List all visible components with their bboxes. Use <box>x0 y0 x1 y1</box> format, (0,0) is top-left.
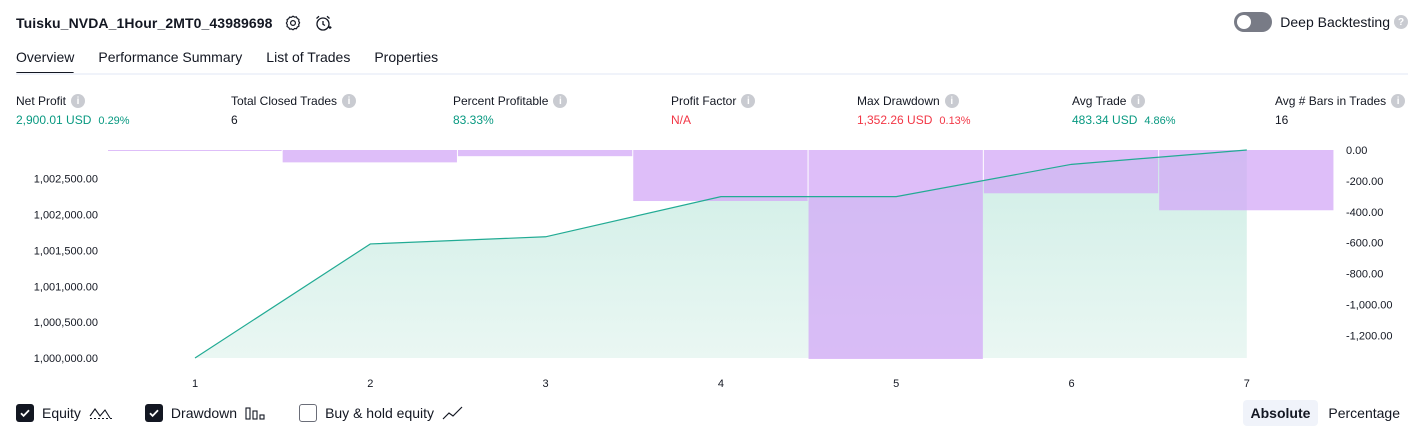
drawdown-bar <box>282 150 457 163</box>
drawdown-bar <box>633 150 808 202</box>
metric-label: Avg # Bars in Trades <box>1275 94 1387 108</box>
checkbox-checked-icon[interactable] <box>16 404 34 422</box>
metric-max-drawdown: Max Drawdown i 1,352.26 USD 0.13% <box>857 93 971 127</box>
legend-equity[interactable]: Equity <box>16 404 113 422</box>
right-axis-tick-label: -400.00 <box>1346 207 1383 219</box>
add-alert-icon[interactable] <box>313 13 333 33</box>
drawdown-bar <box>983 150 1159 194</box>
strategy-name: Tuisku_NVDA_1Hour_2MT0_43989698 <box>16 15 273 31</box>
legend-label: Buy & hold equity <box>325 405 435 421</box>
metric-profit-factor: Profit Factor i N/A <box>671 93 756 127</box>
equity-wave-icon <box>89 405 113 421</box>
deep-backtesting-toggle[interactable] <box>1234 12 1273 32</box>
legend-drawdown[interactable]: Drawdown <box>144 404 267 422</box>
metric-value: 2,900.01 USD <box>16 113 92 127</box>
checkbox-checked-icon[interactable] <box>144 404 163 422</box>
metric-value: 483.34 USD <box>1072 113 1138 127</box>
tab-properties[interactable]: Properties <box>374 49 439 65</box>
chart-legend: Equity Drawdown Buy & hold equity <box>16 404 496 422</box>
metric-value: 83.33% <box>453 113 494 127</box>
metric-value: 16 <box>1275 113 1289 127</box>
x-axis-tick-label: 1 <box>192 378 198 390</box>
strategy-header: Tuisku_NVDA_1Hour_2MT0_43989698 <box>16 10 333 36</box>
buy-hold-line-icon <box>442 405 464 421</box>
left-axis-tick-label: 1,001,000.00 <box>34 281 98 293</box>
metric-value: N/A <box>671 113 692 127</box>
help-icon[interactable]: ? <box>1394 15 1408 29</box>
left-axis-tick-label: 1,000,000.00 <box>34 353 98 365</box>
x-axis-tick-label: 3 <box>543 378 549 390</box>
legend-label: Equity <box>42 405 81 421</box>
right-axis-tick-label: -200.00 <box>1346 176 1383 188</box>
metric-label: Profit Factor <box>671 94 737 108</box>
right-axis-tick-label: -800.00 <box>1346 269 1383 281</box>
metric-percent: 0.29% <box>98 115 130 127</box>
right-axis-tick-label: -1,000.00 <box>1346 300 1392 312</box>
tab-divider <box>16 73 1408 75</box>
metric-percent: 4.86% <box>1144 115 1176 127</box>
right-axis-tick-label: -1,200.00 <box>1346 330 1392 342</box>
drawdown-bar <box>808 150 983 359</box>
metric-avg-trade: Avg Trade i 483.34 USD 4.86% <box>1072 93 1176 127</box>
tab-bar: Overview Performance Summary List of Tra… <box>16 46 462 75</box>
drawdown-bars-icon <box>245 405 267 421</box>
x-axis-tick-label: 6 <box>1068 378 1074 390</box>
mode-absolute-button[interactable]: Absolute <box>1242 400 1319 426</box>
mode-percentage-button[interactable]: Percentage <box>1328 405 1400 421</box>
deep-backtesting: Deep Backtesting ? <box>1234 12 1408 32</box>
settings-icon[interactable] <box>283 13 303 33</box>
metric-net-profit: Net Profit i 2,900.01 USD 0.29% <box>16 93 130 127</box>
x-axis-tick-label: 7 <box>1244 378 1250 390</box>
drawdown-bar <box>457 150 633 157</box>
x-axis-tick-label: 2 <box>367 378 373 390</box>
info-icon[interactable]: i <box>71 94 86 108</box>
equity-line <box>194 149 1247 359</box>
toggle-knob <box>1237 15 1252 29</box>
tab-performance-summary[interactable]: Performance Summary <box>98 49 243 65</box>
left-axis-tick-label: 1,002,000.00 <box>34 210 98 222</box>
info-icon[interactable]: i <box>1391 94 1406 108</box>
legend-buy-hold-equity[interactable]: Buy & hold equity <box>299 404 464 422</box>
left-axis-tick-label: 1,002,500.00 <box>34 174 98 186</box>
metrics-row: Net Profit i 2,900.01 USD 0.29% Total Clos… <box>0 93 1424 133</box>
info-icon[interactable]: i <box>1131 94 1146 108</box>
info-icon[interactable]: i <box>741 94 756 108</box>
tab-overview[interactable]: Overview <box>16 46 75 75</box>
x-axis-tick-label: 4 <box>718 378 724 390</box>
left-axis-tick-label: 1,001,500.00 <box>34 245 98 257</box>
checkbox-unchecked-icon[interactable] <box>299 404 318 422</box>
info-icon[interactable]: i <box>342 94 357 108</box>
value-mode-switch: Absolute Percentage <box>1241 400 1409 426</box>
right-axis-tick-label: 0.00 <box>1346 145 1367 157</box>
metric-label: Avg Trade <box>1072 94 1127 108</box>
metric-label: Total Closed Trades <box>231 94 338 108</box>
deep-backtesting-label: Deep Backtesting <box>1280 14 1390 30</box>
legend-label: Drawdown <box>170 405 238 421</box>
x-axis-tick-label: 5 <box>893 378 899 390</box>
right-axis-tick-label: -600.00 <box>1346 238 1383 250</box>
metric-percent: 0.13% <box>939 115 971 127</box>
metric-value: 6 <box>231 113 238 127</box>
metric-label: Max Drawdown <box>857 94 940 108</box>
metric-total-closed-trades: Total Closed Trades i 6 <box>231 93 357 127</box>
metric-label: Percent Profitable <box>453 94 549 108</box>
drawdown-bar <box>1159 150 1334 211</box>
equity-drawdown-chart[interactable]: 1,000,000.00 1,000,500.00 1,001,000.00 1,00… <box>0 140 1424 395</box>
info-icon[interactable]: i <box>553 94 568 108</box>
metric-value: 1,352.26 USD <box>857 113 933 127</box>
metric-label: Net Profit <box>16 94 67 108</box>
drawdown-bar <box>108 150 282 151</box>
metric-percent-profitable: Percent Profitable i 83.33% <box>453 93 568 127</box>
tab-list-of-trades[interactable]: List of Trades <box>266 49 351 65</box>
metric-avg-bars-in-trades: Avg # Bars in Trades i 16 <box>1275 93 1406 127</box>
equity-area <box>195 150 1247 358</box>
info-icon[interactable]: i <box>944 94 959 108</box>
left-axis-tick-label: 1,000,500.00 <box>34 317 98 329</box>
